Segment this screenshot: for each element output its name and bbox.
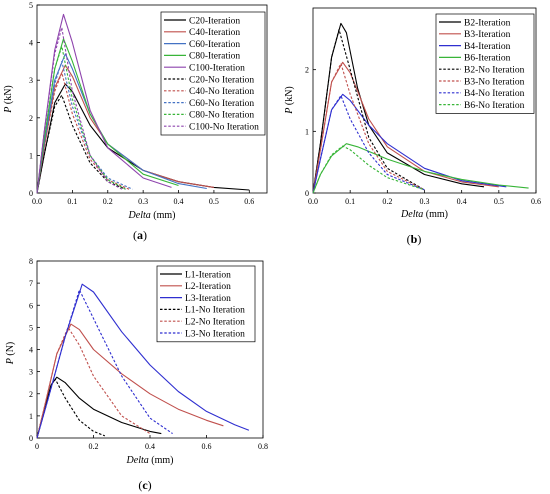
y-tick-label: 2: [29, 114, 33, 123]
series-line-4: [36, 326, 151, 439]
legend-label: C80-Iteration: [189, 52, 240, 62]
x-tick-label: 0.3: [138, 197, 148, 206]
chart-panel-1: 0.0 0.1 0.2 0.3 0.4 0.5 0.6 0 1 2 B2-Iteration B3-I…: [284, 7, 541, 246]
y-tick-label: 5: [29, 323, 33, 332]
series-line-0: [36, 376, 162, 439]
x-tick-label: 0.5: [209, 197, 219, 206]
legend-label: B6-Iteration: [464, 54, 511, 64]
y-tick-label: 3: [29, 76, 33, 85]
y-axis-label: P (kN): [3, 85, 14, 114]
series-line-5: [36, 94, 126, 194]
series-line-4: [312, 29, 425, 194]
y-tick-label: 0: [29, 189, 33, 198]
legend-label: C20-Iteration: [189, 16, 240, 26]
legend-label: L1-Iteration: [185, 270, 231, 280]
x-tick-label: 0.3: [420, 197, 430, 206]
legend-label: B6-No Iteration: [464, 101, 525, 111]
y-tick-label: 8: [29, 257, 33, 266]
x-tick-label: 0.2: [382, 197, 392, 206]
y-tick-label: 2: [305, 66, 309, 75]
legend-label: B3-Iteration: [464, 30, 511, 40]
series-line-5: [36, 289, 173, 439]
series-line-3: [36, 38, 179, 194]
x-tick-label: 0.4: [174, 197, 184, 206]
y-tick-label: 0: [29, 434, 33, 443]
legend-label: B2-Iteration: [464, 18, 511, 28]
x-tick-label: 0.4: [145, 442, 155, 451]
series-line-7: [312, 145, 425, 194]
x-tick-label: 0.6: [244, 197, 254, 206]
legend-label: B3-No Iteration: [464, 77, 525, 87]
x-tick-label: 0.0: [32, 197, 42, 206]
x-tick-label: 0.1: [345, 197, 355, 206]
x-axis-label: Delta (mm): [128, 210, 176, 221]
legend-label: C60-Iteration: [189, 40, 240, 50]
legend-label: C40-No Iteration: [189, 87, 254, 97]
x-tick-label: 0.8: [258, 442, 268, 451]
legend-label: L2-No Iteration: [185, 318, 245, 328]
plot-frame: [36, 4, 268, 194]
y-tick-label: 5: [29, 1, 33, 10]
legend-label: C20-No Iteration: [189, 75, 254, 85]
x-tick-label: 0.5: [494, 197, 504, 206]
series-line-2: [36, 283, 250, 439]
y-tick-label: 6: [29, 301, 33, 310]
chart-panel-2: 0 0.2 0.4 0.6 0.8 0 1 2 3 4 5 6 7 8 L1-Iteration L2-Ite…: [5, 257, 268, 492]
y-tick-label: 1: [29, 412, 33, 421]
y-tick-label: 0: [305, 189, 309, 198]
legend-label: L3-No Iteration: [185, 329, 245, 339]
y-axis-label: P (N): [5, 342, 16, 366]
series-line-8: [36, 45, 126, 194]
legend-label: C40-Iteration: [189, 28, 240, 38]
y-tick-label: 3: [29, 368, 33, 377]
legend-box: [156, 265, 256, 343]
x-tick-label: 0.6: [531, 197, 541, 206]
y-axis-label: P (kN): [284, 86, 295, 115]
y-tick-label: 1: [305, 127, 309, 136]
legend-label: B4-Iteration: [464, 42, 511, 52]
legend-label: C80-No Iteration: [189, 111, 254, 121]
x-axis-label: Delta (mm): [400, 209, 448, 220]
chart-panel-0: 0.0 0.1 0.2 0.3 0.4 0.5 0.6 0 1 2 3 4 5 C20-Iteration…: [3, 1, 268, 242]
y-tick-label: 2: [29, 390, 33, 399]
series-line-5: [312, 62, 425, 194]
x-tick-label: 0.4: [457, 197, 467, 206]
x-tick-label: 0.0: [308, 197, 318, 206]
legend-label: L2-Iteration: [185, 282, 231, 292]
legend-label: L1-No Iteration: [185, 306, 245, 316]
series-line-2: [312, 93, 507, 194]
x-tick-label: 0: [35, 442, 39, 451]
x-tick-label: 0.2: [103, 197, 113, 206]
legend-label: C60-No Iteration: [189, 99, 254, 109]
x-tick-label: 0.2: [89, 442, 99, 451]
legend-label: L3-Iteration: [185, 294, 231, 304]
legend-box: [435, 13, 535, 114]
legend-label: B4-No Iteration: [464, 89, 525, 99]
legend-label: C100-Iteration: [189, 64, 245, 74]
series-line-9: [36, 27, 123, 194]
y-tick-label: 4: [29, 39, 33, 48]
panel-label: (c): [138, 478, 151, 492]
panel-label: (b): [407, 232, 422, 246]
x-tick-label: 0.1: [67, 197, 77, 206]
legend-label: B2-No Iteration: [464, 66, 525, 76]
series-line-4: [36, 13, 172, 194]
y-tick-label: 7: [29, 279, 33, 288]
y-tick-label: 1: [29, 151, 33, 160]
x-axis-label: Delta (mm): [126, 455, 174, 466]
series-line-1: [36, 64, 214, 194]
legend-label: C100-No Iteration: [189, 123, 259, 133]
x-tick-label: 0.6: [202, 442, 212, 451]
y-tick-label: 4: [29, 346, 33, 355]
series-line-6: [312, 95, 425, 194]
series-line-7: [36, 60, 133, 194]
panel-label: (a): [133, 228, 147, 242]
